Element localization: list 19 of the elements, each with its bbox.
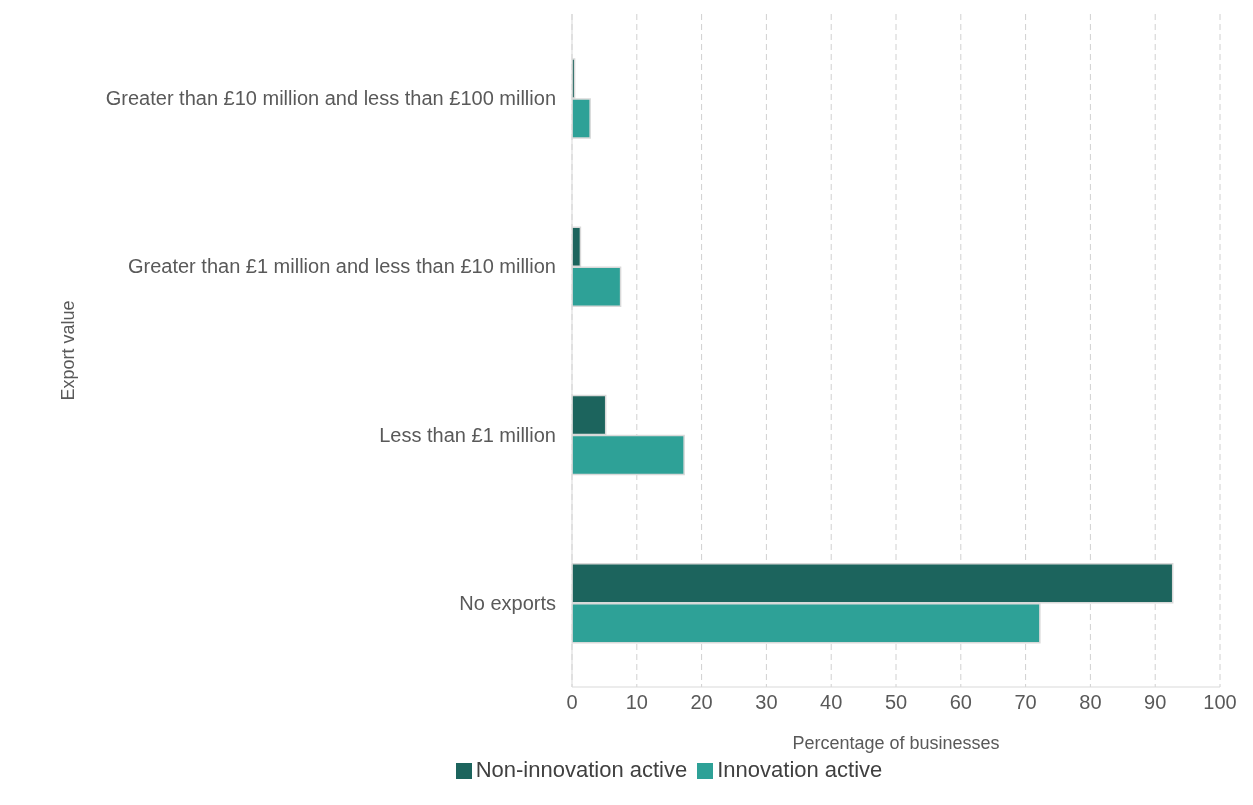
x-tick-label: 100 (1203, 691, 1237, 714)
y-tick-label: Greater than £1 million and less than £10 million (127, 255, 556, 278)
y-tick-label: Less than £1 million (379, 423, 556, 446)
x-tick-label: 80 (1079, 691, 1102, 714)
x-tick-label: 50 (884, 691, 908, 714)
y-axis-title: Export value (58, 300, 79, 401)
legend-label: Innovation active (717, 757, 883, 782)
x-tick-label: 60 (949, 691, 972, 714)
legend-label: Non-innovation active (475, 757, 688, 782)
x-tick-label: 90 (1144, 691, 1167, 714)
x-tick-label: 40 (820, 691, 843, 714)
y-tick-label: No exports (459, 591, 556, 614)
x-tick-label: 30 (755, 691, 778, 714)
x-tick-label: 0 (566, 691, 578, 714)
x-tick-label: 70 (1014, 691, 1037, 714)
y-tick-label: Greater than £10 million and less than £100 million (105, 87, 556, 110)
x-tick-label: 20 (690, 691, 713, 714)
x-axis-title: Percentage of businesses (792, 733, 1000, 753)
x-tick-label: 10 (625, 691, 648, 714)
